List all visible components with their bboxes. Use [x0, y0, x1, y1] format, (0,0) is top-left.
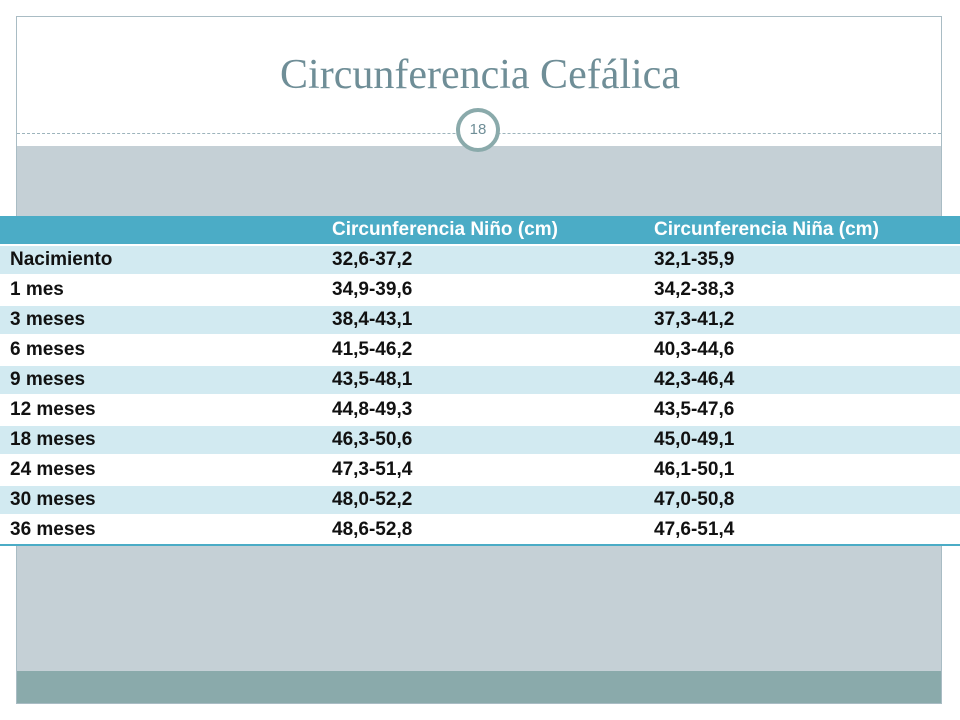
header-age	[0, 216, 322, 246]
cell-girl: 42,3-46,4	[644, 365, 960, 396]
table-row: 12 meses 44,8-49,3 43,5-47,6	[0, 395, 960, 426]
table-header-row: Circunferencia Niño (cm) Circunferencia …	[0, 216, 960, 246]
cell-age: 36 meses	[0, 515, 322, 546]
table-container: Circunferencia Niño (cm) Circunferencia …	[0, 216, 960, 546]
cell-age: 1 mes	[0, 275, 322, 306]
cell-age: 18 meses	[0, 425, 322, 456]
header-girl: Circunferencia Niña (cm)	[644, 216, 960, 246]
cell-boy: 47,3-51,4	[322, 455, 644, 486]
cell-boy: 38,4-43,1	[322, 305, 644, 336]
slide-title: Circunferencia Cefálica	[280, 52, 680, 98]
cell-boy: 41,5-46,2	[322, 335, 644, 366]
cell-boy: 34,9-39,6	[322, 275, 644, 306]
cell-girl: 43,5-47,6	[644, 395, 960, 426]
cell-girl: 47,6-51,4	[644, 515, 960, 546]
page-number-badge: 18	[456, 108, 500, 152]
table-row: 6 meses 41,5-46,2 40,3-44,6	[0, 335, 960, 366]
cell-boy: 44,8-49,3	[322, 395, 644, 426]
footer-bar	[17, 671, 941, 703]
cell-age: 12 meses	[0, 395, 322, 426]
cell-boy: 43,5-48,1	[322, 365, 644, 396]
cell-girl: 40,3-44,6	[644, 335, 960, 366]
table-row: 30 meses 48,0-52,2 47,0-50,8	[0, 485, 960, 516]
cell-girl: 37,3-41,2	[644, 305, 960, 336]
cell-girl: 46,1-50,1	[644, 455, 960, 486]
table-row: 36 meses 48,6-52,8 47,6-51,4	[0, 515, 960, 546]
cell-age: 24 meses	[0, 455, 322, 486]
cell-girl: 32,1-35,9	[644, 245, 960, 276]
header-boy: Circunferencia Niño (cm)	[322, 216, 644, 246]
cell-age: 6 meses	[0, 335, 322, 366]
table-row: 18 meses 46,3-50,6 45,0-49,1	[0, 425, 960, 456]
table-row: 24 meses 47,3-51,4 46,1-50,1	[0, 455, 960, 486]
cell-girl: 47,0-50,8	[644, 485, 960, 516]
cell-girl: 45,0-49,1	[644, 425, 960, 456]
cell-boy: 48,6-52,8	[322, 515, 644, 546]
cell-boy: 46,3-50,6	[322, 425, 644, 456]
cell-boy: 32,6-37,2	[322, 245, 644, 276]
table-row: 3 meses 38,4-43,1 37,3-41,2	[0, 305, 960, 336]
cell-age: Nacimiento	[0, 245, 322, 276]
cell-boy: 48,0-52,2	[322, 485, 644, 516]
cell-age: 3 meses	[0, 305, 322, 336]
cell-age: 9 meses	[0, 365, 322, 396]
table-row: 1 mes 34,9-39,6 34,2-38,3	[0, 275, 960, 306]
cell-girl: 34,2-38,3	[644, 275, 960, 306]
table-row: Nacimiento 32,6-37,2 32,1-35,9	[0, 245, 960, 276]
table-row: 9 meses 43,5-48,1 42,3-46,4	[0, 365, 960, 396]
cell-age: 30 meses	[0, 485, 322, 516]
head-circumference-table: Circunferencia Niño (cm) Circunferencia …	[0, 216, 960, 546]
